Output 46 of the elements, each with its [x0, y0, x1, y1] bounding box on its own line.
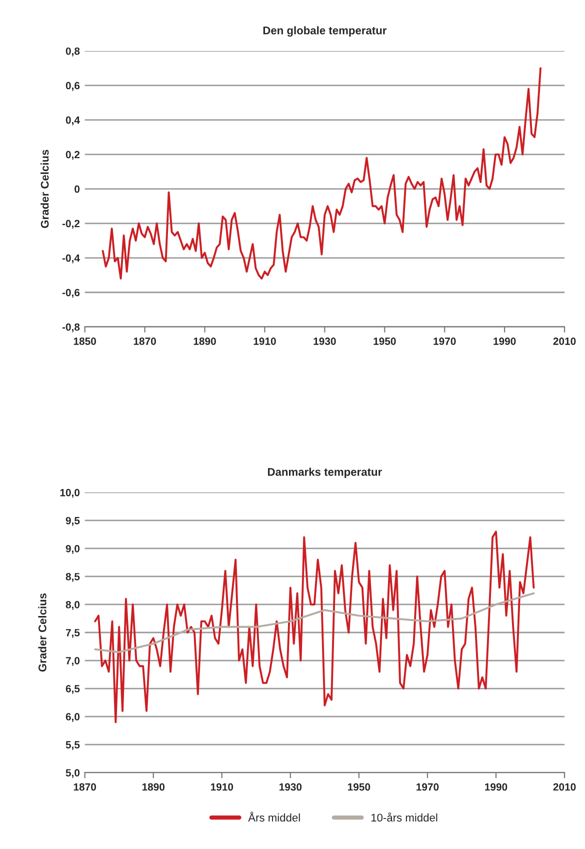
line-series: [94, 592, 535, 654]
y-tick-label: -0,8: [62, 323, 80, 332]
y-tick-label: 6,0: [66, 713, 80, 722]
y-tick-label: -0,2: [62, 220, 80, 229]
x-tick-label: 1950: [348, 783, 370, 791]
legend-label: Års middel: [248, 812, 300, 822]
x-tick-label: 1950: [374, 338, 396, 345]
y-tick-label: 7,5: [66, 629, 80, 638]
x-tick-label: 1910: [210, 783, 234, 791]
y-axis-title: Grader Celcius: [38, 593, 46, 672]
y-tick-label: 10,0: [60, 488, 80, 498]
y-tick-label: 0,4: [66, 116, 80, 126]
chart-title: Danmarks temperatur: [268, 468, 382, 478]
y-tick-label: 8,5: [66, 572, 80, 582]
y-tick-label: 0,2: [66, 150, 80, 160]
y-tick-label: -0,4: [62, 254, 80, 264]
y-axis-title: Grader Celcius: [40, 150, 49, 228]
legend-label: 10-års middel: [371, 812, 438, 822]
y-tick-label: 9,5: [66, 516, 80, 526]
line-series: [102, 67, 542, 280]
y-tick-label: 0: [74, 185, 80, 193]
x-tick-label: 1870: [134, 338, 156, 345]
y-tick-label: 7,0: [66, 657, 80, 666]
x-tick-label: 1910: [254, 338, 276, 345]
y-tick-label: 9,0: [66, 544, 80, 554]
y-tick-label: 5,0: [66, 769, 80, 778]
y-tick-label: 0,8: [66, 47, 80, 56]
x-tick-label: 1990: [494, 338, 516, 345]
x-tick-label: 1930: [279, 783, 302, 791]
x-tick-label: 2010: [553, 783, 576, 791]
x-tick-label: 1870: [74, 783, 96, 791]
y-tick-label: 8,0: [66, 600, 80, 610]
y-tick-label: 0,6: [66, 82, 80, 91]
x-tick-label: 1970: [434, 338, 456, 345]
line-series: [94, 530, 535, 724]
x-tick-label: 1850: [74, 338, 96, 345]
x-tick-label: 1930: [314, 338, 336, 345]
x-tick-label: 1890: [194, 338, 216, 345]
y-tick-label: -0,6: [62, 288, 80, 298]
y-tick-label: 5,5: [66, 741, 80, 750]
x-tick-label: 1970: [416, 783, 439, 791]
y-tick-label: 6,5: [66, 685, 80, 694]
x-tick-label: 2010: [553, 338, 576, 345]
x-tick-label: 1990: [485, 783, 508, 791]
x-tick-label: 1890: [142, 783, 165, 791]
chart-title: Den globale temperatur: [263, 26, 387, 37]
